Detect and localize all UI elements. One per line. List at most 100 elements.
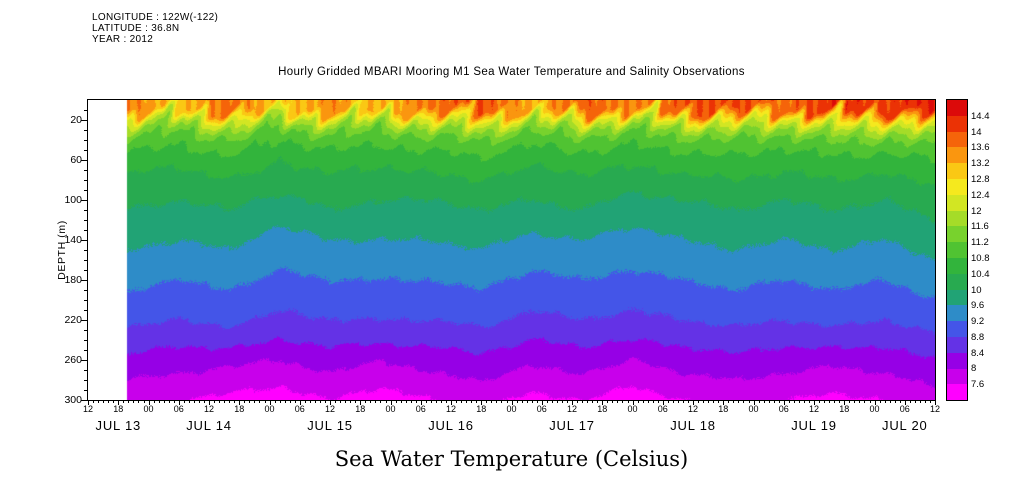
y-tick-label: 60 <box>70 154 82 166</box>
x-minor-tick <box>254 401 256 403</box>
x-minor-tick <box>93 401 94 403</box>
x-minor-tick <box>788 401 790 403</box>
x-major-tick <box>209 401 210 405</box>
x-major-tick <box>511 401 513 405</box>
x-minor-tick <box>824 401 826 403</box>
colorbar-band <box>947 257 967 274</box>
colorbar-band <box>947 194 967 211</box>
x-minor-tick <box>143 401 145 403</box>
x-minor-tick <box>592 401 594 403</box>
x-minor-tick <box>198 401 200 403</box>
x-minor-tick <box>899 401 901 403</box>
x-minor-tick <box>869 401 871 403</box>
x-minor-tick <box>834 401 836 403</box>
x-minor-tick <box>380 401 382 403</box>
x-minor-tick <box>405 401 407 403</box>
x-minor-tick <box>703 401 705 403</box>
x-tick-label: 12 <box>566 404 578 414</box>
y-minor-tick <box>84 250 87 251</box>
colorbar-tick-label: 7.6 <box>971 379 985 391</box>
x-major-tick <box>239 401 241 405</box>
x-minor-tick <box>763 401 765 403</box>
x-minor-tick <box>430 401 432 403</box>
colorbar-tick-label: 14.4 <box>971 110 990 122</box>
colorbar-tick-label: 12.4 <box>971 189 990 201</box>
x-minor-tick <box>682 401 684 403</box>
y-minor-tick <box>84 370 87 371</box>
x-minor-tick <box>642 401 644 403</box>
x-minor-tick <box>561 401 563 403</box>
x-minor-tick <box>582 401 584 403</box>
y-minor-tick <box>84 140 87 141</box>
x-minor-tick <box>440 401 442 403</box>
x-minor-tick <box>698 401 699 403</box>
y-minor-tick <box>84 220 87 221</box>
x-minor-tick <box>758 401 760 403</box>
colorbar-tick-label: 13.6 <box>971 142 990 154</box>
y-minor-tick <box>84 230 87 231</box>
x-minor-tick <box>491 401 493 403</box>
x-minor-tick <box>219 401 221 403</box>
x-minor-tick <box>924 401 926 403</box>
y-major-tick <box>81 120 87 121</box>
x-major-tick <box>602 401 604 405</box>
bottom-caption: Sea Water Temperature (Celsius) <box>334 447 689 471</box>
x-minor-tick <box>930 401 931 403</box>
header-info: LONGITUDE : 122W(-122) LATITUDE : 36.8N … <box>92 12 218 45</box>
date-label: JUL 13 <box>95 418 142 433</box>
x-minor-tick <box>839 401 841 403</box>
plot-frame <box>87 99 936 401</box>
colorbar-band <box>947 100 967 116</box>
x-minor-tick <box>859 401 861 403</box>
x-minor-tick <box>677 401 679 403</box>
colorbar-band <box>947 163 967 179</box>
colorbar-tick-label: 14 <box>971 126 982 138</box>
x-minor-tick <box>667 401 669 403</box>
x-minor-tick <box>793 401 795 403</box>
x-minor-tick <box>319 401 321 403</box>
x-tick-label: 06 <box>778 404 789 414</box>
x-minor-tick <box>612 401 614 403</box>
y-minor-tick <box>84 130 87 131</box>
x-minor-tick <box>536 401 538 403</box>
x-minor-tick <box>597 401 599 403</box>
x-minor-tick <box>264 401 266 403</box>
x-minor-tick <box>415 401 417 403</box>
x-minor-tick <box>748 401 750 403</box>
colorbar-tick-label: 12 <box>971 205 982 217</box>
x-minor-tick <box>577 401 578 403</box>
colorbar-band <box>947 147 967 164</box>
date-label: JUL 20 <box>882 418 928 433</box>
x-major-tick <box>148 401 150 405</box>
x-major-tick <box>753 401 755 405</box>
x-minor-tick <box>819 401 820 403</box>
x-minor-tick <box>249 401 251 403</box>
y-minor-tick <box>84 350 87 351</box>
colorbar-tick-label: 13.2 <box>971 158 990 170</box>
x-minor-tick <box>123 401 125 403</box>
x-minor-tick <box>113 401 115 403</box>
x-major-tick <box>299 401 301 405</box>
x-minor-tick <box>778 401 780 403</box>
x-minor-tick <box>516 401 518 403</box>
x-major-tick <box>662 401 664 405</box>
x-minor-tick <box>314 401 316 403</box>
x-minor-tick <box>486 401 488 403</box>
x-minor-tick <box>395 401 397 403</box>
x-major-tick <box>723 401 725 405</box>
colorbar-band <box>947 305 967 322</box>
x-minor-tick <box>108 401 110 403</box>
x-tick-label: 00 <box>506 404 517 414</box>
x-major-tick <box>572 401 573 405</box>
x-minor-tick <box>526 401 528 403</box>
x-major-tick <box>874 401 876 405</box>
x-tick-label: 18 <box>718 404 729 414</box>
x-minor-tick <box>652 401 654 403</box>
x-minor-tick <box>657 401 659 403</box>
colorbar-tick-label: 11.2 <box>971 237 989 249</box>
colorbar-band <box>947 273 967 290</box>
colorbar-tick-label: 8.8 <box>971 331 985 343</box>
x-tick-label: 00 <box>627 404 638 414</box>
x-minor-tick <box>289 401 291 403</box>
x-minor-tick <box>214 401 215 403</box>
